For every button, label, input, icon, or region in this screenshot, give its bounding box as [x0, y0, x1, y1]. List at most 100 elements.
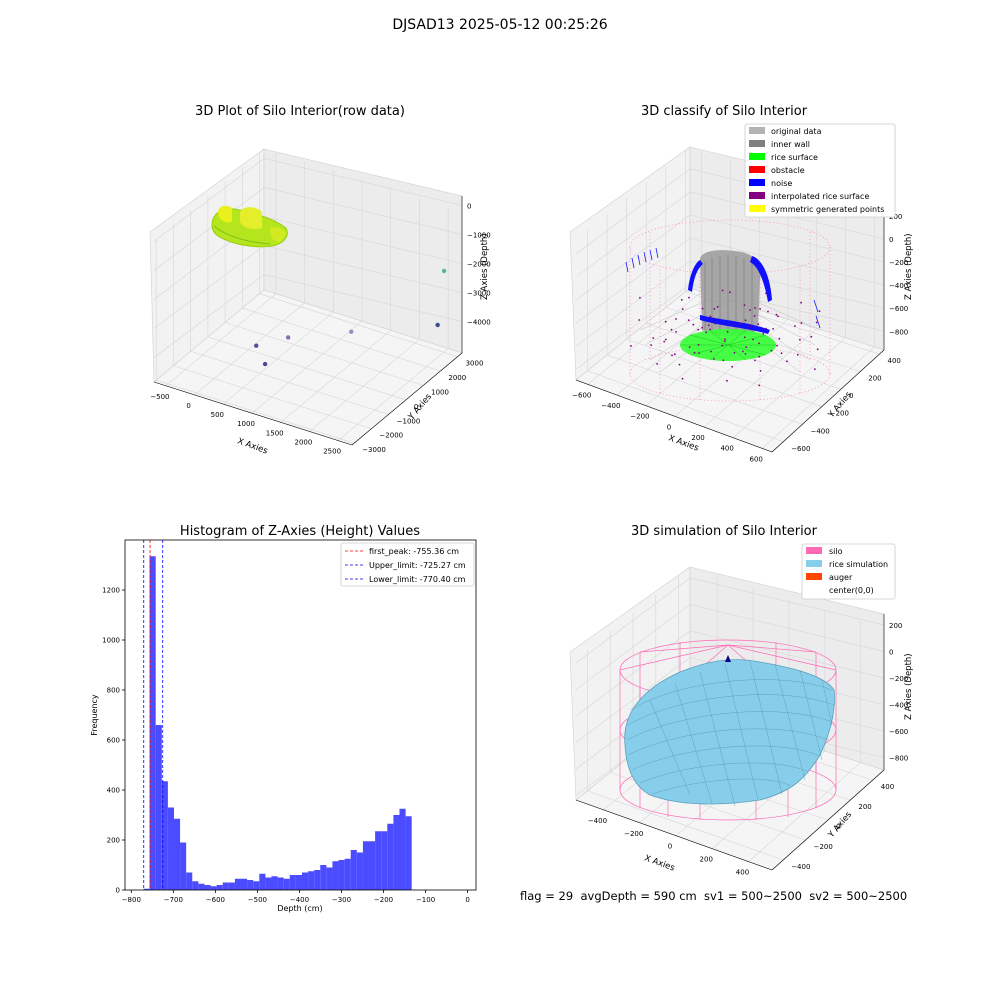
- histogram-bar: [344, 858, 351, 890]
- interpolated-point: [741, 350, 744, 353]
- interpolated-point: [780, 352, 783, 355]
- x-tick-label: −600: [206, 896, 225, 904]
- interpolated-point: [744, 319, 747, 322]
- interpolated-point: [732, 323, 734, 325]
- histogram-bar: [204, 885, 211, 890]
- histogram-bar: [405, 816, 412, 890]
- y-tick-label: 3000: [466, 360, 484, 368]
- histogram-bar: [259, 873, 266, 890]
- interpolated-point: [664, 320, 667, 323]
- interpolated-point: [778, 337, 781, 340]
- z-tick-label: 0: [889, 648, 893, 656]
- interpolated-point: [698, 352, 700, 354]
- interpolated-point: [743, 304, 746, 306]
- interpolated-point: [630, 345, 632, 347]
- histogram-bar: [143, 888, 150, 890]
- interpolated-point: [709, 315, 712, 318]
- interpolated-point: [638, 319, 641, 321]
- interpolated-point: [680, 299, 683, 301]
- x-tick-label: −400: [290, 896, 309, 904]
- histogram-bar: [381, 831, 388, 890]
- histogram-bar: [149, 556, 156, 890]
- interpolated-point: [733, 351, 736, 354]
- interpolated-point: [800, 322, 803, 324]
- p2-noise: [688, 256, 772, 334]
- y-tick-label: 0: [116, 887, 120, 895]
- interpolated-point: [714, 322, 716, 325]
- interpolated-point: [681, 377, 684, 380]
- interpolated-point: [675, 330, 677, 333]
- p3-legend: first_peak: -755.36 cm Upper_limit: -725.…: [340, 542, 475, 587]
- interpolated-point: [762, 332, 765, 335]
- legend-label: first_peak: -755.36 cm: [369, 547, 459, 556]
- p1-zlabel: Z Axies (Depth): [480, 233, 490, 300]
- interpolated-point: [759, 308, 761, 310]
- x-tick-label: −100: [416, 896, 435, 904]
- x-tick-label: 2000: [295, 438, 313, 446]
- interpolated-point: [692, 323, 695, 326]
- histogram-bar: [155, 725, 162, 890]
- histogram-bar: [289, 875, 296, 890]
- interpolated-point: [664, 338, 667, 341]
- x-tick-label: −200: [624, 830, 643, 838]
- interpolated-point: [765, 327, 767, 330]
- interpolated-point: [754, 307, 756, 309]
- scatter-point: [285, 335, 291, 340]
- histogram-bar: [186, 872, 193, 890]
- interpolated-point: [709, 328, 711, 331]
- interpolated-point: [650, 344, 653, 346]
- histogram-bar: [369, 841, 376, 890]
- p4-xlabel: X Axies: [643, 853, 676, 873]
- p3-reference-lines: [143, 540, 164, 890]
- z-tick-label: −200: [889, 675, 908, 683]
- p3-x-ticks: −800 −700 −600 −500 −400 −300 −200 −100 0: [122, 890, 470, 904]
- y-tick-label: 0: [836, 823, 840, 831]
- x-tick-label: −400: [601, 402, 620, 410]
- interpolated-point: [656, 363, 658, 365]
- legend-label: interpolated rice surface: [771, 192, 869, 201]
- interpolated-point: [818, 310, 821, 312]
- z-tick-label: 0: [467, 202, 471, 210]
- interpolated-point: [693, 351, 696, 354]
- status-footer: flag = 29 avgDepth = 590 cm sv1 = 500~25…: [520, 889, 908, 903]
- histogram-bar: [338, 860, 345, 890]
- interpolated-point: [816, 348, 819, 351]
- p1-rice-cluster: [211, 205, 288, 248]
- y-tick-label: 200: [858, 803, 871, 811]
- z-tick-label: −3000: [467, 290, 491, 298]
- p2-interpolated-points: [630, 289, 821, 387]
- interpolated-point: [701, 326, 703, 329]
- legend-swatch: [749, 205, 765, 212]
- interpolated-point: [799, 338, 801, 341]
- interpolated-point: [729, 291, 731, 294]
- p3-plot-frame: [124, 539, 477, 891]
- y-tick-label: −200: [830, 410, 849, 418]
- z-tick-label: −200: [889, 259, 908, 267]
- interpolated-point: [758, 342, 760, 345]
- p3-histogram-bars: [143, 556, 412, 890]
- x-tick-label: −400: [588, 817, 607, 825]
- histogram-bar: [350, 850, 357, 890]
- z-tick-label: −4000: [467, 319, 491, 327]
- z-tick-label: −600: [889, 305, 908, 313]
- interpolated-point: [697, 328, 699, 331]
- y-tick-label: −400: [810, 427, 829, 435]
- z-tick-label: −2000: [467, 261, 491, 269]
- y-tick-label: 400: [881, 783, 894, 791]
- z-tick-label: −800: [889, 328, 908, 336]
- x-tick-label: 2500: [323, 448, 341, 456]
- panel2-title: 3D classify of Silo Interior: [640, 104, 808, 119]
- p4-zlabel: Z Axies (Depth): [904, 653, 914, 720]
- y-tick-label: 1000: [102, 637, 120, 645]
- legend-swatch: [749, 127, 765, 134]
- histogram-bar: [180, 842, 187, 890]
- interpolated-point: [688, 346, 691, 348]
- x-tick-label: 400: [720, 445, 733, 453]
- legend-swatch: [806, 573, 822, 580]
- interpolated-point: [814, 368, 816, 370]
- interpolated-point: [671, 354, 673, 357]
- y-tick-label: 400: [888, 357, 901, 365]
- x-tick-label: −300: [332, 896, 351, 904]
- interpolated-point: [675, 318, 677, 320]
- interpolated-point: [713, 308, 716, 310]
